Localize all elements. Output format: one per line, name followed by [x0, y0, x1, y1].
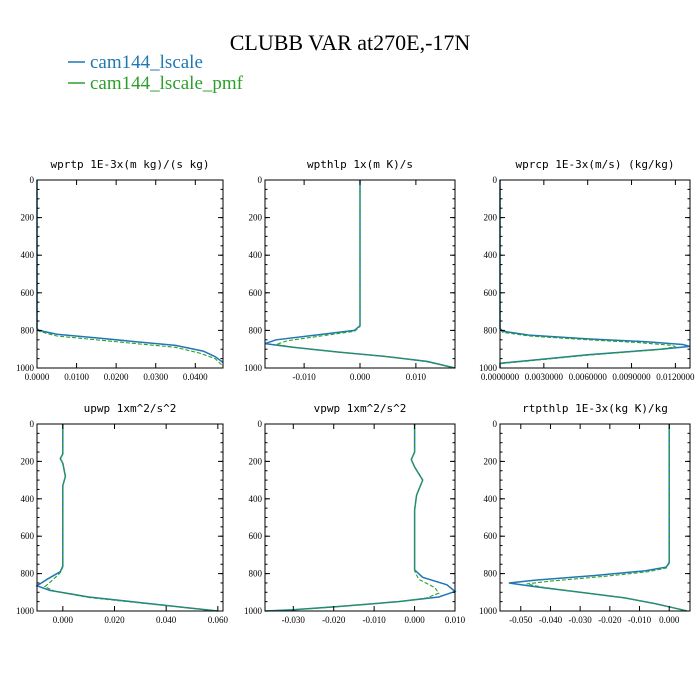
series-line-0 — [264, 424, 457, 612]
x-tick-label: 0.000 — [659, 615, 680, 625]
y-tick-label: 200 — [21, 456, 35, 466]
series-line-1 — [264, 424, 440, 612]
y-tick-label: 400 — [249, 250, 263, 260]
series-line-0 — [499, 180, 691, 368]
y-tick-label: 1000 — [244, 363, 263, 373]
y-tick-label: 600 — [21, 288, 35, 298]
y-tick-label: 1000 — [479, 606, 498, 616]
y-tick-label: 1000 — [16, 363, 35, 373]
y-tick-label: 800 — [249, 569, 263, 579]
x-tick-label: 0.000 — [404, 615, 425, 625]
x-tick-label: 0.040 — [156, 615, 177, 625]
legend: cam144_lscale cam144_lscale_pmf — [68, 52, 244, 94]
y-tick-label: 600 — [21, 531, 35, 541]
y-tick-label: 0 — [30, 175, 35, 185]
x-tick-label: 0.0100 — [64, 372, 89, 382]
x-tick-label: -0.020 — [322, 615, 346, 625]
y-tick-label: 400 — [249, 494, 263, 504]
panel-frame — [36, 179, 224, 369]
y-tick-label: 1000 — [16, 606, 35, 616]
panel-title: wprcp 1E-3x(m/s) (kg/kg) — [516, 158, 675, 171]
x-tick-label: 0.0120000 — [656, 372, 695, 382]
x-tick-label: -0.010 — [292, 372, 316, 382]
x-tick-label: -0.050 — [509, 615, 533, 625]
panel-0: wprtp 1E-3x(m kg)/(s kg) 0 200 400 600 800 100… — [16, 158, 224, 382]
x-tick-label: 0.0400 — [183, 372, 208, 382]
panel-title: rtpthlp 1E-3x(kg K)/kg — [522, 402, 668, 415]
y-tick-label: 400 — [484, 250, 498, 260]
y-tick-label: 400 — [484, 494, 498, 504]
panel-title: vpwp 1xm^2/s^2 — [314, 402, 407, 415]
y-tick-label: 1000 — [479, 363, 498, 373]
y-tick-label: 400 — [21, 494, 35, 504]
panel-3: upwp 1xm^2/s^2 0 200 400 600 800 1000 0.000 0.02… — [16, 402, 228, 625]
y-tick-label: 0 — [258, 419, 263, 429]
x-tick-label: -0.040 — [539, 615, 563, 625]
panel-title: wprtp 1E-3x(m kg)/(s kg) — [51, 158, 210, 171]
x-tick-label: -0.030 — [282, 615, 306, 625]
y-tick-label: 600 — [484, 531, 498, 541]
y-tick-label: 0 — [493, 175, 498, 185]
x-tick-label: -0.020 — [598, 615, 622, 625]
y-tick-label: 0 — [493, 419, 498, 429]
panels: wprtp 1E-3x(m kg)/(s kg) 0 200 400 600 800 100… — [16, 158, 695, 625]
y-tick-label: 800 — [21, 569, 35, 579]
y-tick-label: 800 — [484, 569, 498, 579]
legend-label-0: cam144_lscale — [90, 52, 203, 73]
y-tick-label: 1000 — [244, 606, 263, 616]
series-line-1 — [499, 180, 678, 368]
panel-frame — [499, 423, 691, 612]
series-line-1 — [526, 424, 688, 612]
y-tick-label: 200 — [249, 456, 263, 466]
series-line-1 — [36, 180, 224, 367]
y-tick-label: 600 — [484, 288, 498, 298]
x-tick-label: 0.0000000 — [481, 372, 520, 382]
y-tick-label: 200 — [484, 213, 498, 223]
y-tick-label: 200 — [484, 456, 498, 466]
x-tick-label: 0.010 — [445, 615, 466, 625]
y-tick-label: 0 — [258, 175, 263, 185]
x-tick-label: 0.000 — [350, 372, 371, 382]
x-tick-label: 0.0060000 — [569, 372, 608, 382]
y-tick-label: 200 — [21, 213, 35, 223]
y-tick-label: 800 — [249, 325, 263, 335]
x-tick-label: 0.010 — [406, 372, 427, 382]
y-tick-label: 400 — [21, 250, 35, 260]
panel-frame — [36, 423, 224, 612]
series-line-0 — [36, 180, 224, 364]
x-tick-label: 0.0090000 — [612, 372, 651, 382]
x-tick-label: 0.060 — [208, 615, 229, 625]
y-tick-label: 0 — [30, 419, 35, 429]
panel-title: wpthlp 1x(m K)/s — [307, 158, 413, 171]
series-line-1 — [43, 424, 218, 612]
figure-title: CLUBB VAR at270E,-17N — [230, 30, 471, 55]
x-tick-label: 0.0300 — [143, 372, 168, 382]
series-line-1 — [276, 180, 456, 369]
x-tick-label: 0.0200 — [104, 372, 129, 382]
y-tick-label: 800 — [21, 325, 35, 335]
x-tick-label: -0.010 — [628, 615, 652, 625]
y-tick-label: 800 — [484, 325, 498, 335]
y-tick-label: 600 — [249, 531, 263, 541]
x-tick-label: 0.0030000 — [525, 372, 564, 382]
series-line-0 — [35, 424, 218, 612]
panel-1: wpthlp 1x(m K)/s 0 200 400 600 800 1000 -0.010 0… — [244, 158, 456, 382]
x-tick-label: -0.030 — [569, 615, 593, 625]
panel-title: upwp 1xm^2/s^2 — [84, 402, 177, 415]
x-tick-label: 0.000 — [53, 615, 74, 625]
panel-5: rtpthlp 1E-3x(kg K)/kg 0 200 400 600 800 1000 -… — [479, 402, 691, 625]
y-tick-label: 600 — [249, 288, 263, 298]
x-tick-label: 0.020 — [104, 615, 125, 625]
x-tick-label: 0.0000 — [25, 372, 50, 382]
legend-label-1: cam144_lscale_pmf — [90, 73, 244, 94]
panel-4: vpwp 1xm^2/s^2 0 200 400 600 800 1000 -0.030 -0.… — [244, 402, 466, 625]
x-tick-label: -0.010 — [363, 615, 387, 625]
panel-2: wprcp 1E-3x(m/s) (kg/kg) 0 200 400 600 800 100… — [479, 158, 695, 382]
y-tick-label: 200 — [249, 213, 263, 223]
